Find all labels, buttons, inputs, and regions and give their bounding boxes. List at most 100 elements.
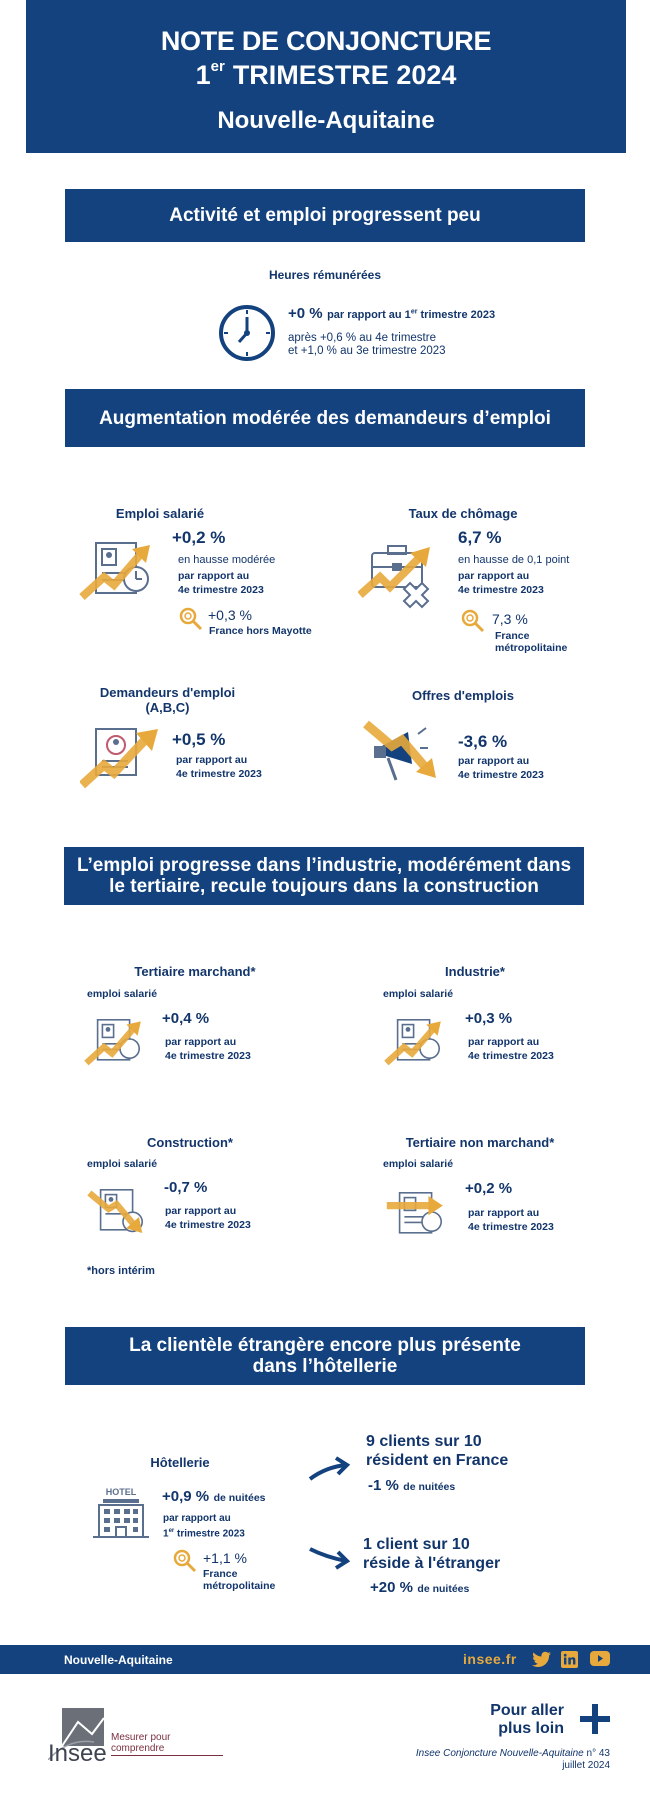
- hours-value: +0 %: [288, 305, 323, 322]
- section3-title: L’emploi progresse dans l’industrie, mod…: [64, 847, 584, 905]
- nonmarket-services-value: +0,2 %: [465, 1180, 513, 1197]
- employment-growth-icon: [383, 1015, 449, 1071]
- france-value: -1 %: [368, 1477, 399, 1494]
- industry-value: +0,3 %: [465, 1010, 513, 1027]
- magnifier-icon: [178, 606, 204, 632]
- jobseekers-value: +0,5 %: [172, 730, 226, 749]
- plus-icon[interactable]: [580, 1704, 610, 1734]
- unemployment-ref-label1: France: [495, 630, 530, 642]
- abroad-value: +20 %: [370, 1579, 413, 1596]
- site-link[interactable]: insee.fr: [463, 1651, 517, 1667]
- hotel-ref-label1: France: [203, 1568, 238, 1580]
- youtube-icon[interactable]: [590, 1651, 610, 1666]
- hotel-value-line: +0,9 % de nuitées: [162, 1488, 266, 1505]
- region-title: Nouvelle-Aquitaine: [217, 107, 435, 134]
- nonmarket-services-cmp1: par rapport au: [468, 1207, 540, 1219]
- logo-text: Insee: [48, 1740, 107, 1767]
- arrow-up-right-icon: [306, 1455, 352, 1485]
- footer-region: Nouvelle-Aquitaine: [64, 1653, 173, 1667]
- construction-value: -0,7 %: [164, 1179, 208, 1196]
- employment-cmp2: 4e trimestre 2023: [178, 584, 264, 596]
- hours-value-line: +0 % par rapport au 1er trimestre 2023: [288, 305, 496, 322]
- hotel-icon: HOTEL: [93, 1487, 149, 1539]
- hours-after-2: et +1,0 % au 3e trimestre 2023: [288, 345, 446, 357]
- hours-label: Heures rémunérées: [268, 268, 382, 282]
- section1-title: Activité et emploi progressent peu: [65, 189, 585, 242]
- hotel-cmp2: 1er trimestre 2023: [163, 1528, 245, 1540]
- jobseeker-growth-icon: [80, 725, 166, 791]
- more-line1[interactable]: Pour aller: [490, 1702, 564, 1719]
- hotel-ref-value: +1,1 %: [203, 1550, 247, 1566]
- offers-label: Offres d'emplois: [411, 688, 515, 703]
- megaphone-decline-icon: [362, 720, 446, 790]
- employment-growth-icon: [78, 537, 160, 607]
- unemployment-value: 6,7 %: [458, 528, 502, 547]
- jobseekers-cmp1: par rapport au: [176, 754, 248, 766]
- construction-cmp1: par rapport au: [165, 1205, 237, 1217]
- nonmarket-services-cmp2: 4e trimestre 2023: [468, 1221, 554, 1233]
- briefcase-decline-icon: [358, 537, 448, 617]
- magnifier-icon: [460, 608, 486, 634]
- industry-cmp2: 4e trimestre 2023: [468, 1050, 554, 1062]
- construction-sublabel: emploi salarié: [87, 1158, 158, 1170]
- abroad-line1: 1 client sur 10: [363, 1536, 470, 1553]
- publication-line: Insee Conjoncture Nouvelle-Aquitaine n° …: [415, 1748, 610, 1759]
- employment-cmp1: par rapport au: [178, 570, 250, 582]
- offers-cmp1: par rapport au: [458, 755, 530, 767]
- jobseekers-label2: (A,B,C): [145, 700, 190, 715]
- unemployment-cmp2: 4e trimestre 2023: [458, 584, 544, 596]
- more-line2[interactable]: plus loin: [498, 1720, 564, 1737]
- construction-label: Construction*: [147, 1135, 233, 1150]
- footer-bar: Nouvelle-Aquitaine insee.fr: [0, 1645, 650, 1674]
- employment-growth-icon: [83, 1015, 149, 1071]
- nonmarket-services-label: Tertiaire non marchand*: [405, 1135, 555, 1150]
- publication-date: juillet 2024: [562, 1760, 610, 1771]
- market-services-value: +0,4 %: [162, 1010, 210, 1027]
- employment-decline-icon: [86, 1185, 152, 1241]
- market-services-sublabel: emploi salarié: [87, 988, 158, 1000]
- market-services-cmp2: 4e trimestre 2023: [165, 1050, 251, 1062]
- employment-note: en hausse modérée: [178, 554, 276, 566]
- insee-logo: [48, 1708, 108, 1760]
- section2-title: Augmentation modérée des demandeurs d’em…: [65, 389, 585, 447]
- employment-ref-value: +0,3 %: [208, 607, 252, 623]
- unemployment-ref-label2: métropolitaine: [495, 642, 568, 654]
- market-services-cmp1: par rapport au: [165, 1036, 237, 1048]
- industry-cmp1: par rapport au: [468, 1036, 540, 1048]
- unemployment-ref-value: 7,3 %: [492, 611, 528, 627]
- offers-cmp2: 4e trimestre 2023: [458, 769, 544, 781]
- jobseekers-cmp2: 4e trimestre 2023: [176, 768, 262, 780]
- hotel-label: Hôtellerie: [150, 1455, 210, 1470]
- employment-value: +0,2 %: [172, 528, 226, 547]
- unemployment-cmp1: par rapport au: [458, 570, 530, 582]
- hotel-sign: HOTEL: [106, 1487, 137, 1497]
- jobseekers-label: Demandeurs d'emploi: [99, 685, 236, 700]
- employment-ref-label: France hors Mayotte: [209, 625, 312, 637]
- employment-label: Emploi salarié: [115, 506, 205, 521]
- france-line2: résident en France: [366, 1452, 509, 1469]
- unemployment-note: en hausse de 0,1 point: [458, 554, 570, 566]
- hotel-cmp1: par rapport au: [163, 1513, 231, 1524]
- magnifier-icon: [172, 1548, 198, 1574]
- linkedin-icon[interactable]: [561, 1651, 578, 1668]
- france-value-line: -1 % de nuitées: [368, 1477, 456, 1494]
- section4-title: La clientèle étrangère encore plus prése…: [65, 1327, 585, 1385]
- header-banner: NOTE DE CONJONCTURE 1er TRIMESTRE 2024 No…: [26, 0, 626, 153]
- nonmarket-services-sublabel: emploi salarié: [383, 1158, 454, 1170]
- france-line1: 9 clients sur 10: [366, 1433, 482, 1450]
- hotel-value: +0,9 %: [162, 1488, 210, 1505]
- clock-icon: [217, 303, 277, 363]
- employment-stable-icon: [385, 1188, 451, 1244]
- twitter-icon[interactable]: [532, 1651, 552, 1668]
- unemployment-label: Taux de chômage: [408, 506, 518, 521]
- arrow-down-right-icon: [306, 1543, 352, 1573]
- page-subtitle: 1er TRIMESTRE 2024: [195, 58, 457, 90]
- offers-value: -3,6 %: [458, 732, 508, 751]
- tagline: Mesurer pour comprendre: [111, 1732, 223, 1756]
- abroad-value-line: +20 % de nuitées: [370, 1579, 470, 1596]
- industry-label: Industrie*: [445, 964, 505, 979]
- construction-cmp2: 4e trimestre 2023: [165, 1219, 251, 1231]
- hours-after-1: après +0,6 % au 4e trimestre: [288, 332, 436, 344]
- hotel-ref-label2: métropolitaine: [203, 1580, 276, 1592]
- footnote: *hors intérim: [87, 1265, 155, 1277]
